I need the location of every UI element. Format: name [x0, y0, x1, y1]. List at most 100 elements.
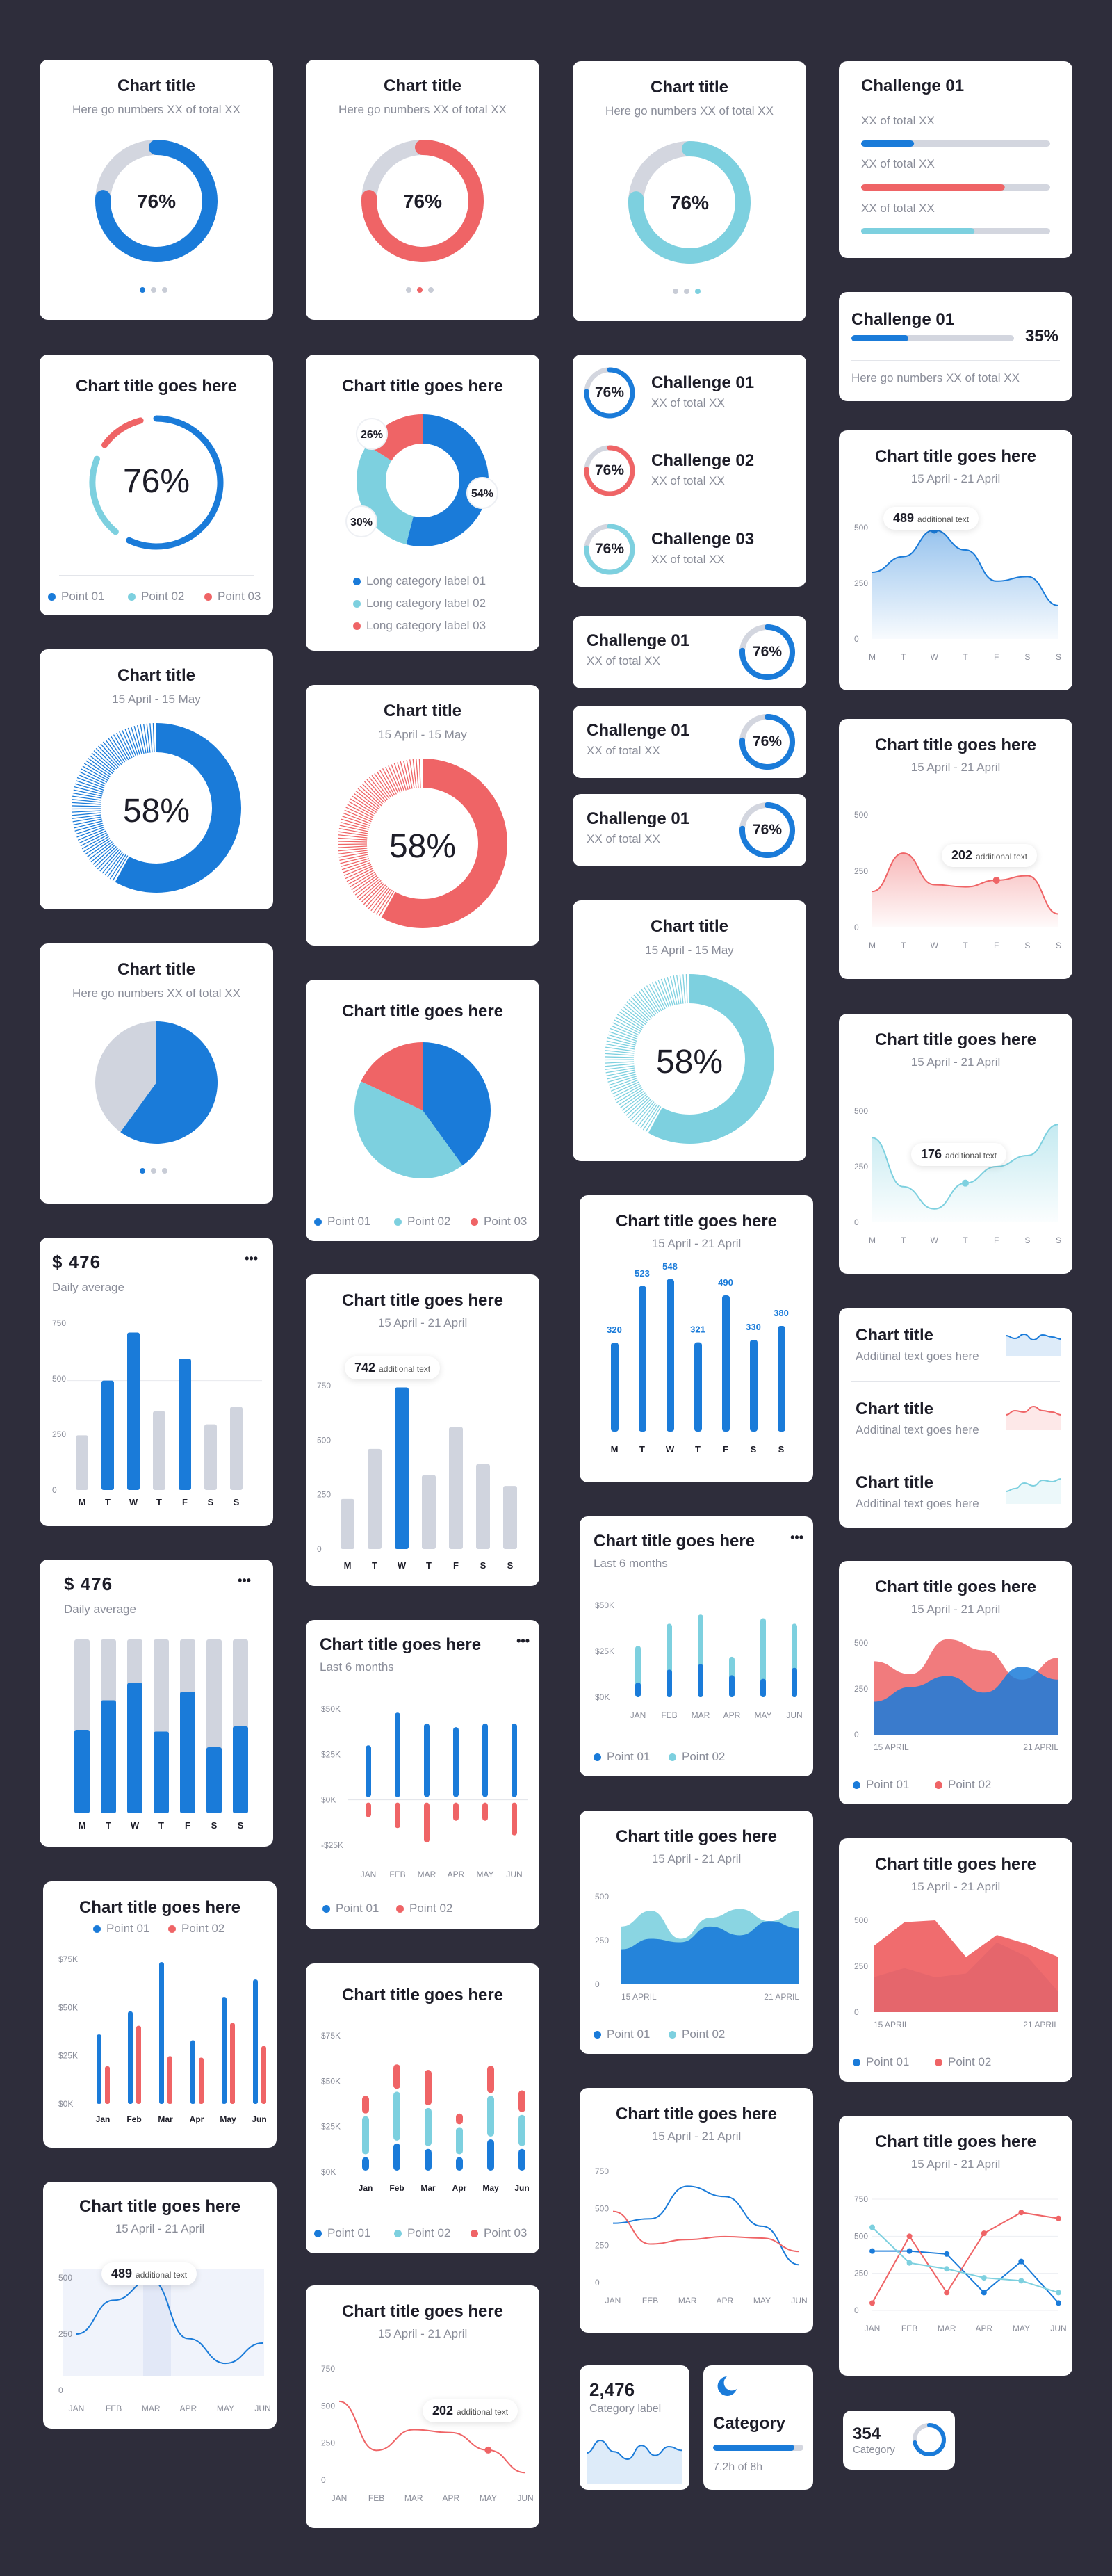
bar — [105, 2066, 110, 2104]
pager-dots[interactable] — [573, 285, 806, 298]
area-chart: 500 250 0 15 APRIL 21 APRIL — [854, 1638, 1058, 1752]
x-tick-label: T — [901, 941, 906, 950]
data-point — [906, 2233, 913, 2239]
donut-stripe — [609, 1031, 637, 1042]
card-daily-bars: $ 476 Daily average ••• 750 500 250 0 M T W T F S… — [40, 1238, 273, 1526]
card-grouped-bars: Chart title goes here Point 01 Point 02 … — [43, 1881, 277, 2148]
pager-dots[interactable] — [306, 284, 539, 296]
area-chart: 500 250 0 M T W T F S S — [854, 1106, 1061, 1245]
ring-value-arc — [584, 524, 635, 575]
challenge-title: Challenge 01 — [587, 631, 690, 650]
donut-stripe — [91, 752, 115, 772]
donut-stripe — [85, 760, 111, 777]
x-tick-label: M — [79, 1497, 86, 1507]
x-tick-label: Jun — [252, 2114, 266, 2124]
chart-title: Chart title goes here — [341, 1002, 504, 1021]
donut-stripe — [676, 975, 682, 1005]
x-tick-label: F — [723, 1444, 728, 1455]
pager-dots[interactable] — [40, 1165, 273, 1177]
card-striped-donut-2: Chart title 15 April - 15 May 58% — [306, 685, 539, 946]
legend-item: Point 01 — [322, 1902, 379, 1915]
y-tick-label: $25K — [595, 1646, 614, 1656]
moon-icon — [717, 2376, 737, 2396]
bar-segment — [487, 2066, 494, 2093]
card-sparkline-list: Chart title Additinal text goes here Cha… — [839, 1308, 1072, 1528]
y-tick-label: 250 — [854, 866, 868, 876]
bar — [76, 1435, 88, 1490]
donut-stripe — [612, 1022, 639, 1036]
card-area-cyan: Chart title goes here 15 April - 21 Apri… — [839, 1014, 1072, 1274]
ring-value-arc — [584, 445, 635, 496]
more-menu-icon[interactable]: ••• — [790, 1530, 803, 1544]
pager-dots[interactable] — [40, 284, 273, 296]
chart-subtitle: 15 April - 21 April — [651, 2130, 742, 2143]
donut-stripe — [366, 779, 386, 802]
y-tick-label: 500 — [595, 1892, 609, 1902]
x-tick-label: S — [1056, 652, 1061, 662]
more-menu-icon[interactable]: ••• — [245, 1251, 258, 1265]
bar — [424, 1802, 430, 1843]
chart-title: Chart title goes here — [341, 377, 504, 396]
mini-label: Category label — [589, 2403, 662, 2415]
donut-stripe — [76, 826, 105, 838]
donut-stripe — [361, 783, 384, 805]
striped-donut-chart — [338, 759, 507, 928]
donut-stripe — [343, 864, 372, 876]
tooltip: 202 additional text — [423, 2399, 518, 2422]
donut-stripe — [403, 760, 411, 790]
y-tick-label: 250 — [317, 1490, 331, 1500]
ring-value: 76% — [594, 541, 625, 557]
donut-stripe — [338, 850, 368, 854]
chart-title: Chart title goes here — [341, 1291, 504, 1310]
challenge-title: Challenge 01 — [587, 809, 690, 828]
sparkline — [1005, 1478, 1062, 1492]
slice-label-ring — [345, 505, 377, 537]
legend-item: Point 01 — [48, 590, 104, 604]
x-tick-label: FEB — [389, 1870, 405, 1879]
x-tick-label: MAR — [142, 2404, 161, 2413]
donut-chart — [628, 141, 751, 264]
x-tick-label: S — [1056, 941, 1061, 950]
donut-stripe — [637, 1103, 656, 1127]
x-tick-label: F — [182, 1497, 188, 1507]
donut-stripe — [77, 828, 106, 841]
donut-chart — [361, 140, 484, 262]
bar — [261, 2046, 266, 2104]
x-tick-label: 15 APRIL — [874, 1742, 909, 1752]
chart-subtitle: Last 6 months — [594, 1557, 668, 1570]
ring-value-arc — [361, 140, 484, 262]
more-menu-icon[interactable]: ••• — [238, 1573, 251, 1587]
donut-stripe — [347, 804, 374, 818]
chart-subtitle: Here go numbers XX of total XX — [72, 987, 240, 1000]
donut-stripe — [81, 834, 108, 850]
pos-neg-bar-chart: $50K $25K $0K -$25K JAN FEB MAR APR MAY JUN — [321, 1704, 528, 1879]
x-tick-label: S — [238, 1820, 244, 1831]
x-tick-label: F — [185, 1820, 190, 1831]
card-stacked-daily: $ 476 Daily average ••• M T W T F S S — [40, 1560, 273, 1847]
chart-title: Chart title goes here — [874, 447, 1037, 466]
row-sub: Additinal text goes here — [856, 1350, 979, 1363]
line-chart: 750 500 250 0 JAN FEB MAR APR MAY JUN — [595, 2166, 808, 2306]
donut-stripe — [614, 1085, 641, 1101]
chart-subtitle: 15 April - 21 April — [910, 1055, 1001, 1069]
row-title: Chart title — [856, 1400, 934, 1418]
donut-stripe — [624, 1003, 648, 1023]
progress-bars — [861, 140, 1050, 234]
donut-stripe — [605, 1063, 635, 1067]
line-chart: 750 500 250 0 JAN FEB MAR APR MAY JUN — [854, 2194, 1067, 2333]
donut-slice — [366, 414, 423, 462]
donut-stripe — [374, 773, 392, 798]
slice-label-ring — [466, 477, 498, 509]
y-tick-label: $25K — [321, 2122, 341, 2132]
chart-title: Chart title goes here — [341, 1986, 504, 2004]
more-menu-icon[interactable]: ••• — [516, 1634, 530, 1648]
y-tick-label: 0 — [317, 1544, 322, 1554]
donut-value-arc — [648, 974, 774, 1144]
donut-stripe — [74, 823, 104, 832]
legend-item: Point 01 — [594, 2027, 650, 2041]
divider — [851, 1381, 1060, 1382]
bar-segment — [425, 2107, 432, 2146]
x-tick-label: MAY — [753, 2296, 771, 2306]
chart-title: Chart title goes here — [874, 1030, 1037, 1049]
donut-stripe — [608, 1076, 637, 1086]
